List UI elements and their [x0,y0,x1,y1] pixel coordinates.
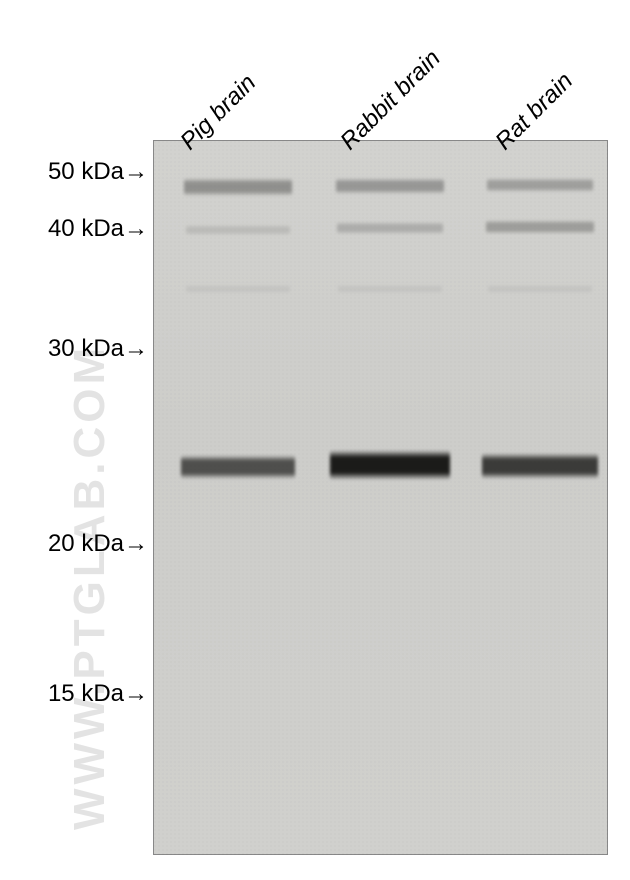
arrow-icon: → [124,680,148,708]
arrow-icon: → [124,335,148,363]
watermark: WWW.PTGLAB.COM [65,344,115,830]
blot-membrane [153,140,608,855]
band [337,222,443,234]
marker-15: 15 kDa→ [48,680,148,708]
band [181,455,296,479]
marker-40: 40 kDa→ [48,215,148,243]
band [186,225,290,235]
band [186,285,289,293]
band [338,285,441,293]
arrow-icon: → [124,215,148,243]
arrow-icon: → [124,530,148,558]
band [482,453,598,479]
band [330,450,449,480]
band [487,178,594,192]
blot-container: WWW.PTGLAB.COM Pig brain Rabbit brain Ra… [0,0,630,880]
band [184,178,292,196]
marker-20: 20 kDa→ [48,530,148,558]
marker-30: 30 kDa→ [48,335,148,363]
arrow-icon: → [124,158,148,186]
band [336,178,443,194]
band [488,285,591,293]
marker-50: 50 kDa→ [48,158,148,186]
band [486,220,593,234]
